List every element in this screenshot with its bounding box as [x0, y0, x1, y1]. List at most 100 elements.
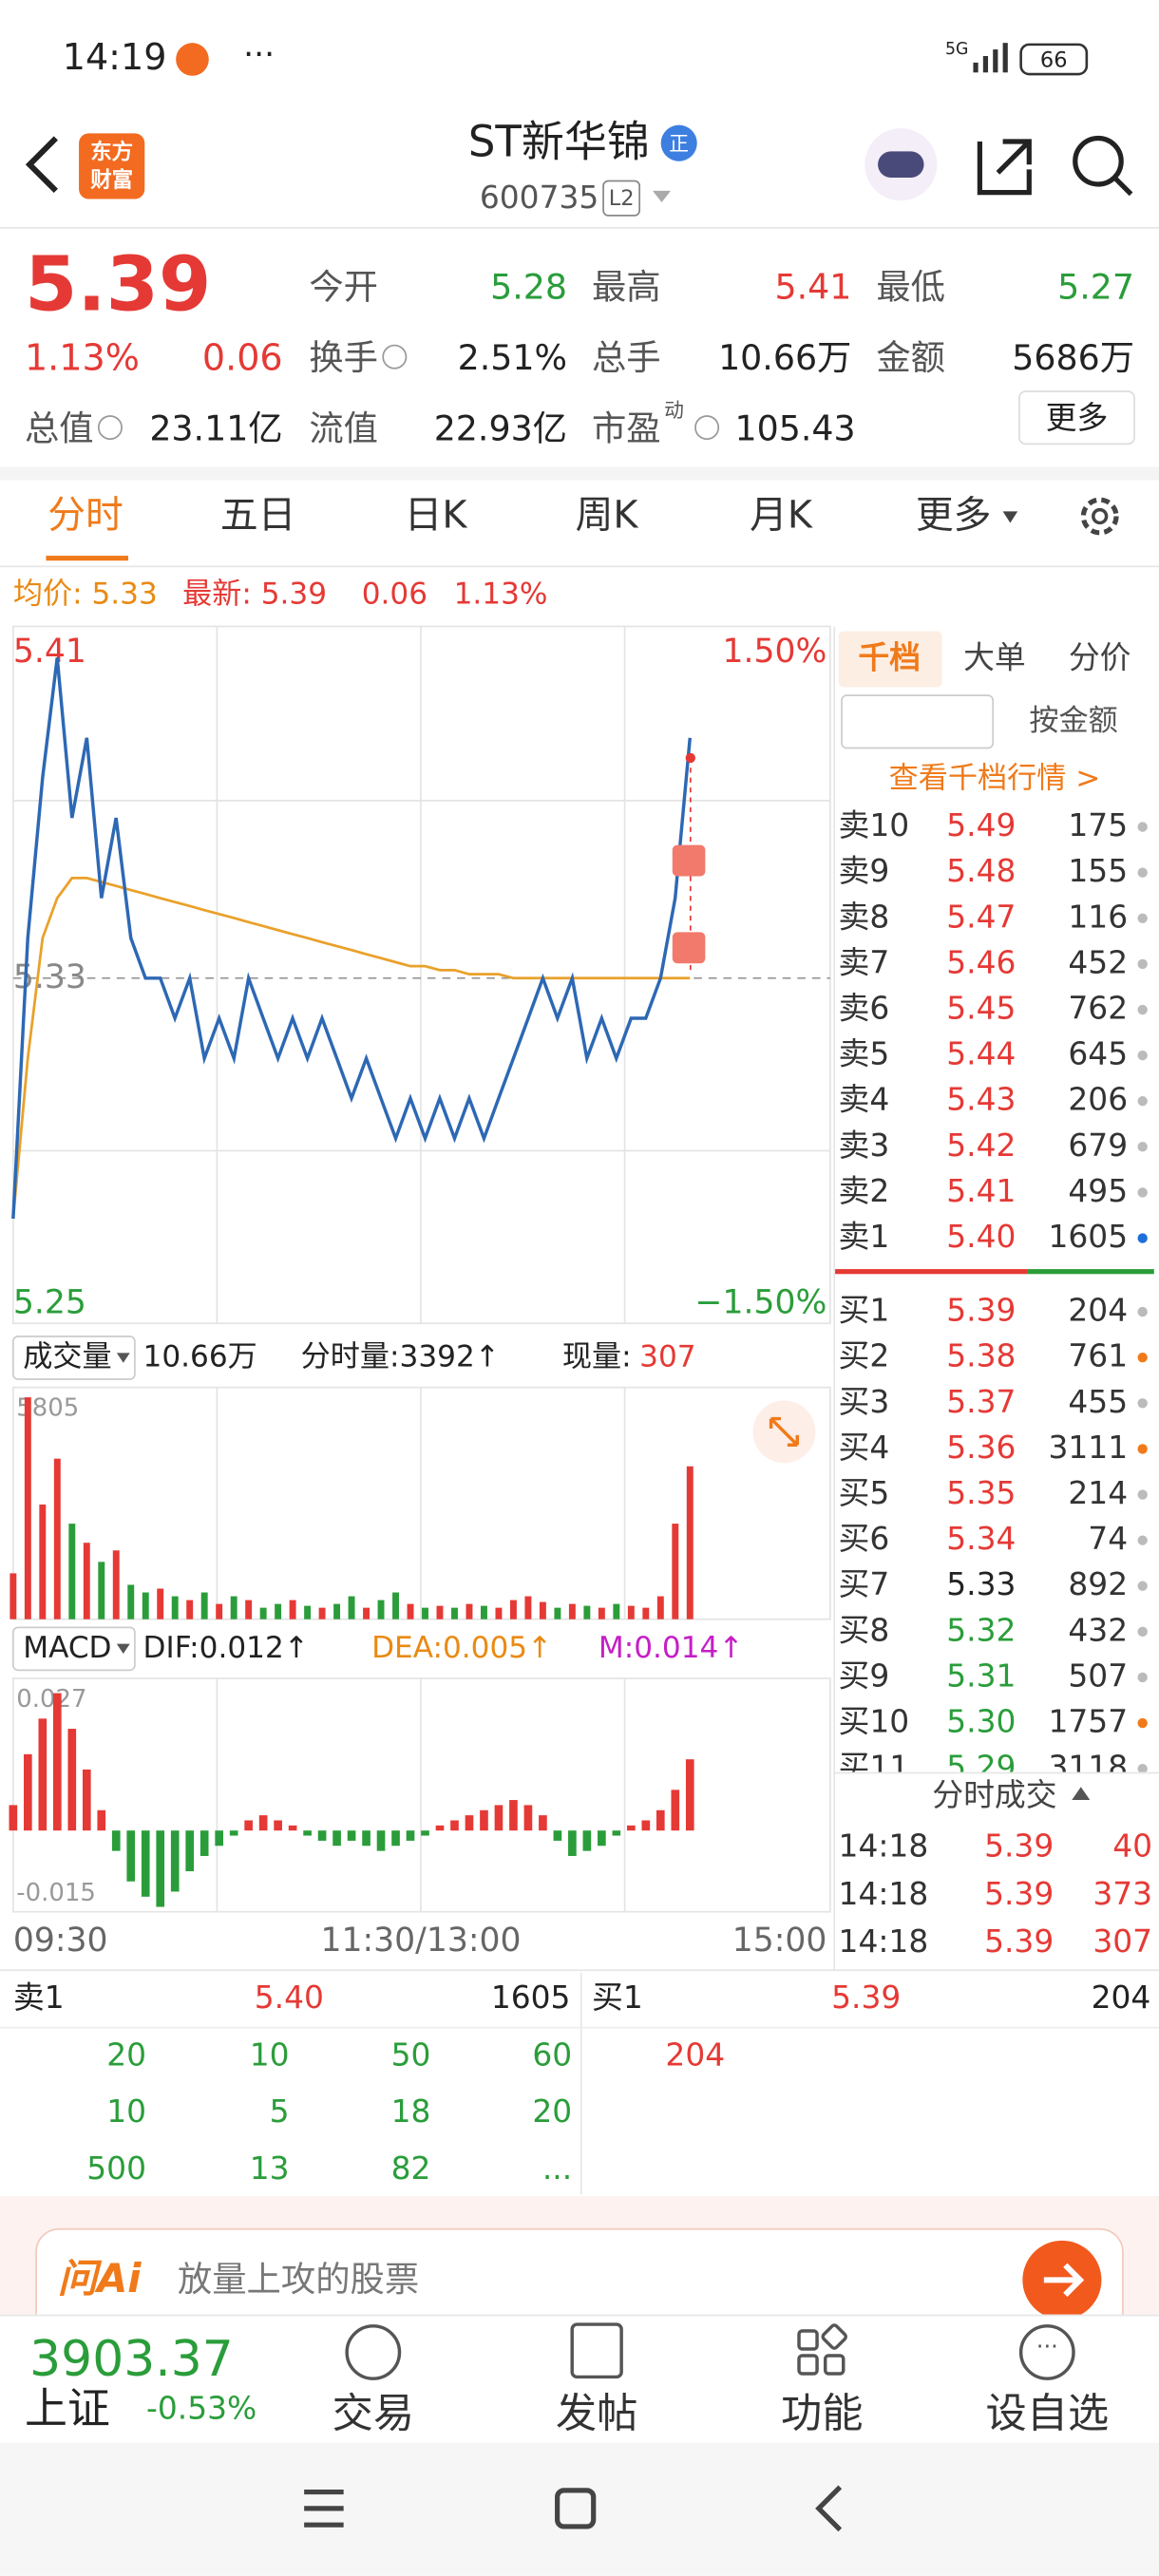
book-dot [1137, 1626, 1148, 1638]
volume-bar [686, 1466, 694, 1619]
book-tab[interactable]: 大单 [963, 639, 1026, 676]
share-button[interactable] [977, 139, 1032, 196]
book-volume: 892 [1068, 1565, 1128, 1602]
system-back-button[interactable] [815, 2485, 843, 2532]
more-button-text[interactable]: 更多 [1046, 399, 1109, 436]
ask-order: 500 [86, 2150, 146, 2187]
nav-item[interactable]: 发帖 [556, 2390, 638, 2437]
menu-button[interactable] [304, 2489, 344, 2528]
queue-label: 买1 [592, 1979, 643, 2016]
battery-icon [1019, 43, 1089, 76]
index-name[interactable]: 上证 [25, 2383, 110, 2434]
book-level: 卖4 [839, 1081, 890, 1118]
system-nav [0, 2442, 1159, 2576]
tab[interactable]: 分时 [48, 494, 124, 538]
book-level: 买11 [839, 1749, 910, 1786]
macd-bar [156, 1830, 165, 1907]
volume-selector[interactable] [11, 1335, 136, 1380]
panel-divider [833, 626, 836, 1972]
tab[interactable]: 更多 [916, 494, 992, 538]
book-price: 5.34 [946, 1520, 1016, 1557]
stat-label: 今开 [309, 267, 378, 308]
macd-bar [509, 1800, 518, 1831]
volume-bar [642, 1607, 650, 1619]
settings-button[interactable] [1080, 497, 1119, 536]
home-button[interactable] [555, 2488, 597, 2529]
queue-price: 5.40 [255, 1979, 324, 2016]
divider [0, 1969, 1159, 1972]
book-volume: 3118 [1048, 1749, 1128, 1786]
battery-level: 66 [1040, 48, 1068, 73]
ask-order: 50 [391, 2036, 431, 2074]
book-mode[interactable]: 按金额 [1029, 704, 1117, 738]
more-button[interactable] [1018, 390, 1135, 445]
macd-bar [450, 1820, 459, 1831]
volume-bar [318, 1607, 326, 1619]
order-book: 千档大单分价按数量按金额查看千档行情 >卖105.49175卖95.48155卖… [839, 639, 1153, 1960]
macd-bar [480, 1809, 488, 1831]
footer [0, 2314, 1159, 2443]
book-tab[interactable]: 千档 [858, 639, 921, 676]
volume-bar [216, 1603, 223, 1619]
volume-bar [68, 1524, 76, 1619]
search-button[interactable] [1073, 135, 1124, 187]
book-volume: 455 [1068, 1383, 1128, 1420]
macd-bar [303, 1830, 312, 1836]
volume-bar [613, 1603, 620, 1619]
macd-selector[interactable] [11, 1626, 136, 1672]
status-network: 5G [945, 40, 968, 59]
tab[interactable]: 五日 [220, 494, 296, 538]
volume-bar [275, 1603, 282, 1619]
avg-price: 均价: 5.33 [13, 578, 158, 612]
ask-order: 60 [532, 2036, 572, 2074]
queue-volume: 1605 [491, 1979, 571, 2016]
tab[interactable]: 日K [405, 494, 468, 538]
index-value[interactable]: 3903.37 [29, 2331, 234, 2388]
volume-bar [509, 1600, 517, 1619]
nav-icon [797, 2323, 847, 2376]
code-dropdown[interactable] [653, 190, 672, 203]
search-handle [1112, 176, 1133, 197]
index-change[interactable]: -0.53% [146, 2390, 256, 2427]
book-level: 买5 [839, 1474, 890, 1511]
trade-time: 14:18 [839, 1875, 929, 1912]
book-tab[interactable]: 分价 [1069, 639, 1131, 676]
nav-item[interactable]: 交易 [332, 2390, 415, 2437]
nav-item[interactable]: 功能 [781, 2390, 864, 2437]
macd-m: M:0.014↑ [598, 1631, 744, 1665]
tab[interactable]: 周K [576, 494, 639, 538]
volume-bar [83, 1543, 90, 1619]
macd-bar [111, 1830, 121, 1851]
chart-frame [11, 625, 831, 1913]
book-link[interactable]: 查看千档行情 > [889, 761, 1101, 795]
book-price: 5.48 [946, 852, 1016, 889]
volume-bar [112, 1550, 120, 1619]
book-price: 5.29 [946, 1749, 1016, 1786]
book-level: 买7 [839, 1565, 890, 1602]
book-price: 5.43 [946, 1081, 1016, 1118]
ai-placeholder[interactable]: 放量上攻的股票 [178, 2259, 419, 2300]
book-dot [1137, 1444, 1148, 1454]
book-volume: 3111 [1048, 1429, 1128, 1466]
trades-collapse[interactable] [1072, 1787, 1091, 1801]
volume-bar [598, 1607, 605, 1619]
macd-bar [406, 1830, 415, 1841]
ask-order: 10 [250, 2036, 290, 2074]
macd-tick-label: 0.027 [16, 1685, 86, 1714]
book-dot [1137, 822, 1148, 832]
book-volume: 432 [1068, 1611, 1128, 1648]
tab[interactable]: 月K [750, 494, 813, 538]
stock-title: ST新华锦 [468, 116, 650, 166]
macd-label[interactable]: MACD [23, 1631, 111, 1665]
trades-title: 分时成交 [932, 1776, 1056, 1813]
macd-bar [24, 1753, 32, 1831]
back-button[interactable] [25, 136, 58, 194]
book-price: 5.47 [946, 898, 1016, 935]
volume-label[interactable]: 成交量 [23, 1340, 111, 1374]
book-level: 买1 [839, 1292, 890, 1329]
nav-item[interactable]: 设自选 [985, 2390, 1109, 2437]
divider [0, 565, 1159, 568]
volume-bar [539, 1601, 546, 1619]
